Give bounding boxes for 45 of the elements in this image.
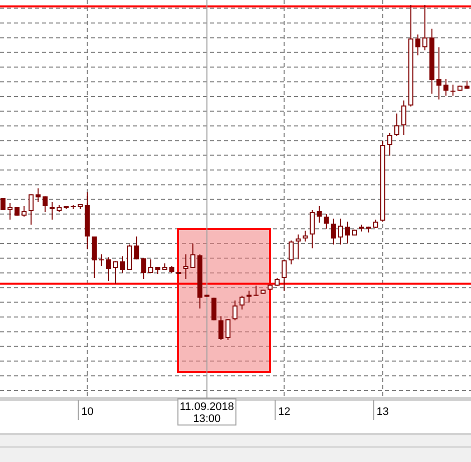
candlestick (22, 206, 27, 218)
candlestick (338, 218, 343, 246)
candlestick (218, 316, 224, 340)
x-tick-label: 10 (81, 406, 94, 418)
candlestick (387, 132, 392, 156)
candlestick (316, 206, 322, 224)
candlestick (120, 256, 126, 274)
candlestick (50, 201, 55, 220)
candlestick (42, 196, 48, 213)
candlestick (183, 254, 188, 280)
candlestick (28, 194, 34, 226)
candlestick (422, 4, 428, 51)
candlestick (106, 256, 111, 282)
candlestick (246, 290, 252, 303)
candlestick (127, 244, 132, 270)
candlestick (98, 254, 104, 266)
candlestick (415, 34, 420, 56)
candlestick (296, 234, 301, 260)
candlestick (324, 214, 329, 230)
candlestick (330, 218, 336, 246)
candlestick (190, 243, 196, 268)
candlestick (134, 236, 140, 260)
candlestick (310, 210, 315, 249)
candlestick (288, 240, 294, 265)
candlestick (282, 260, 287, 292)
candlestick (36, 188, 41, 202)
candlestick (436, 46, 442, 100)
candlestick (344, 221, 350, 244)
candlestick (450, 84, 456, 96)
candlestick (401, 100, 406, 136)
x-tick-label: 12 (278, 406, 290, 418)
candlestick (240, 295, 245, 310)
candlestick (141, 258, 146, 280)
candlestick (8, 202, 13, 220)
candlestick (112, 260, 118, 284)
x-tick-label: 11.09.2018 13:00 (180, 401, 234, 425)
candlestick (443, 78, 448, 96)
candlestick (225, 318, 230, 340)
candlestick (92, 236, 97, 279)
candlestick (302, 230, 308, 242)
candlestick (232, 300, 238, 321)
candlestick (394, 113, 400, 136)
x-tick-label: 13 (376, 406, 389, 418)
candlestick (148, 258, 154, 274)
candlestick (254, 285, 259, 296)
